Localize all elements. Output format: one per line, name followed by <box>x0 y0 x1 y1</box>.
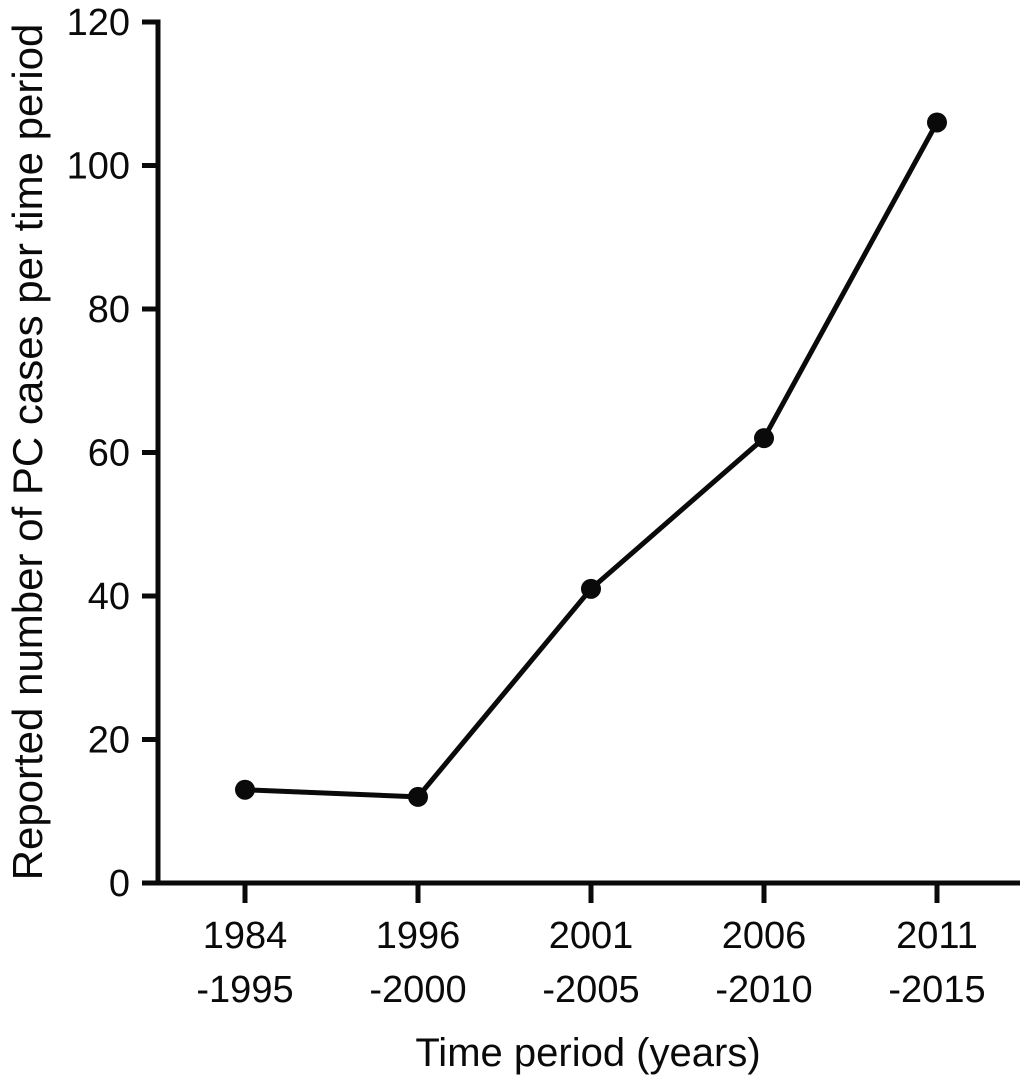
axis-labels: 0 20 40 60 80 100 120 1984 -1995 1996 -2000 2001 -20… <box>4 2 986 1075</box>
x-tick-label-line2: -2000 <box>369 969 466 1011</box>
x-tick-label-line1: 2001 <box>549 915 634 957</box>
data-series <box>235 112 947 807</box>
y-tick-label: 40 <box>88 576 130 618</box>
data-line <box>242 119 940 800</box>
x-tick-label-line1: 2006 <box>722 915 807 957</box>
y-tick-label: 120 <box>67 2 130 44</box>
x-tick-label-line1: 1984 <box>203 915 288 957</box>
x-tick-label-line2: -2015 <box>888 969 985 1011</box>
y-tick-label: 100 <box>67 146 130 188</box>
y-axis-title: Reported number of PC cases per time per… <box>4 24 51 881</box>
data-point <box>408 786 428 807</box>
y-tick-label: 80 <box>88 289 130 331</box>
data-point <box>927 112 947 133</box>
x-tick-label-line2: -2005 <box>542 969 639 1011</box>
x-tick-label-line1: 2011 <box>896 915 978 957</box>
y-tick-label: 0 <box>109 863 130 905</box>
x-tick-label-line2: -2010 <box>715 969 812 1011</box>
x-tick-label-line2: -1995 <box>196 969 293 1011</box>
axes <box>142 19 1020 903</box>
x-axis-title: Time period (years) <box>415 1031 760 1075</box>
data-point <box>235 779 255 800</box>
data-point <box>581 578 601 599</box>
data-point <box>754 428 774 449</box>
x-tick-label-line1: 1996 <box>376 915 461 957</box>
y-tick-label: 20 <box>88 720 130 762</box>
y-tick-label: 60 <box>88 433 130 475</box>
